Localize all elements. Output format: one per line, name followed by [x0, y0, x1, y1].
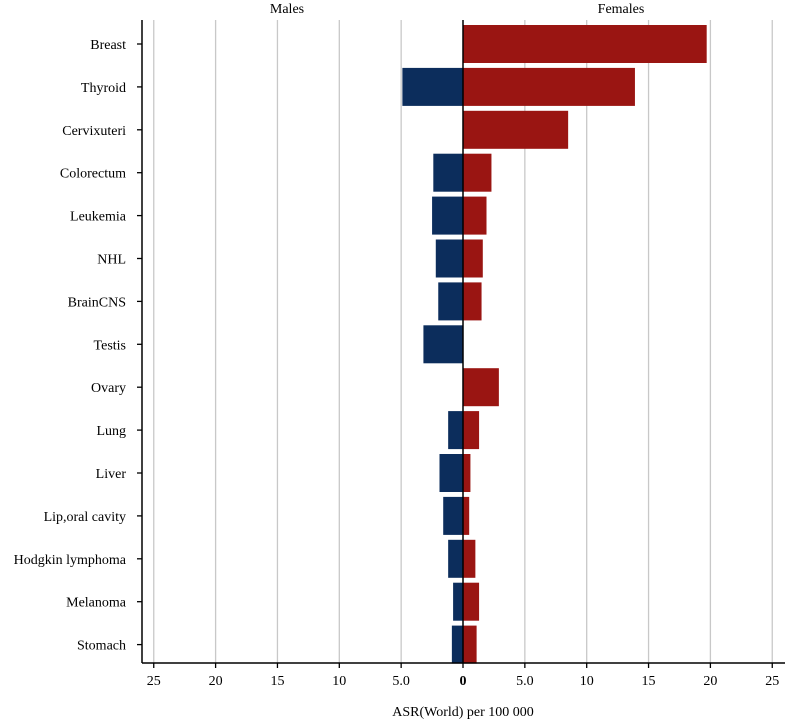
bar-female — [463, 153, 492, 192]
tick-labels: 25 20 15 10 5.0 0 5.0 10 15 20 25 — [147, 674, 780, 689]
bar-female — [463, 625, 477, 664]
x-tick-label: 5.0 — [516, 674, 534, 689]
bar-male — [439, 454, 463, 492]
x-tick-label: 15 — [642, 674, 656, 689]
bar-female — [463, 454, 471, 492]
x-tick-label: 5.0 — [392, 674, 410, 689]
x-tick-label: 25 — [147, 674, 161, 689]
bar-female — [463, 411, 480, 450]
bar-male — [435, 239, 463, 278]
category-label: Melanoma — [66, 596, 127, 611]
bar-female — [463, 25, 707, 63]
x-tick-label: 10 — [332, 674, 346, 689]
bar-male — [433, 153, 463, 192]
bar-male — [451, 625, 463, 664]
bar-female — [463, 582, 480, 621]
bar-male — [438, 282, 463, 321]
bars-group — [402, 25, 707, 664]
bar-male — [402, 67, 463, 106]
category-label: Leukemia — [70, 210, 127, 225]
category-label: Ovary — [91, 381, 126, 396]
bar-female — [463, 196, 487, 235]
bar-female — [463, 67, 635, 106]
category-label: Breast — [90, 38, 126, 53]
x-tick-label: 10 — [580, 674, 594, 689]
category-label: Lip,oral cavity — [44, 510, 126, 525]
category-label: BrainCNS — [68, 295, 126, 310]
category-label: Cervixuteri — [62, 124, 126, 139]
category-label: Lung — [96, 424, 126, 439]
bar-male — [443, 496, 463, 535]
bar-male — [453, 582, 463, 621]
bar-female — [463, 368, 499, 407]
x-tick-label: 20 — [209, 674, 223, 689]
category-label: Testis — [94, 338, 126, 353]
category-label: Liver — [96, 467, 127, 482]
bar-male — [432, 196, 463, 235]
category-label: Stomach — [77, 639, 126, 654]
category-label: Colorectum — [60, 167, 126, 182]
x-tick-label: 25 — [765, 674, 779, 689]
axes-group — [137, 20, 785, 668]
bar-female — [463, 539, 476, 578]
bar-male — [448, 411, 463, 450]
panel-title-males: Males — [270, 2, 304, 17]
category-label: NHL — [97, 253, 126, 268]
bar-female — [463, 282, 482, 321]
bar-female — [463, 496, 470, 535]
x-axis-label: ASR(World) per 100 000 — [392, 705, 534, 720]
x-tick-label: 0 — [460, 674, 467, 689]
bar-male — [448, 539, 463, 578]
bar-female — [463, 110, 569, 149]
category-labels: Breast Thyroid Cervixuteri Colorectum Leukem… — [14, 38, 127, 654]
x-tick-label: 15 — [270, 674, 284, 689]
category-label: Thyroid — [81, 81, 126, 96]
category-label: Hodgkin lymphoma — [14, 553, 127, 568]
panel-title-females: Females — [598, 2, 645, 17]
bar-female — [463, 239, 483, 278]
bar-male — [423, 325, 463, 364]
x-tick-label: 20 — [703, 674, 717, 689]
